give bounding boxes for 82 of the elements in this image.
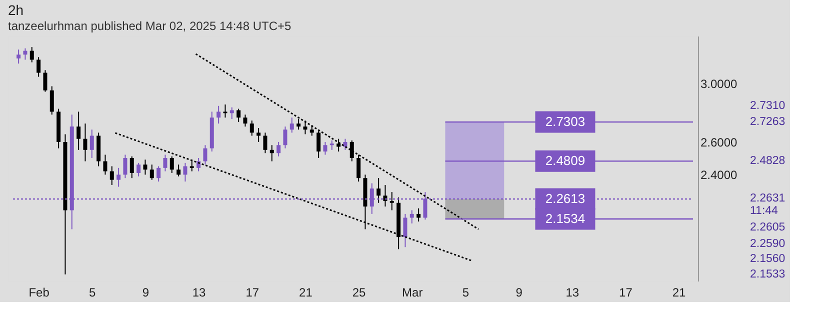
text: 2.1533 (750, 268, 786, 281)
x-tick-label: 17 (246, 286, 260, 300)
chart-title: 2h (8, 2, 24, 18)
text: 2.7263 (750, 116, 786, 128)
candlestick (403, 213, 408, 248)
x-tick-label: 13 (192, 286, 206, 300)
candlestick (250, 120, 254, 136)
candlestick (130, 156, 134, 179)
candlestick (376, 178, 381, 204)
candlestick (316, 130, 321, 158)
text: 2.7310 (750, 100, 786, 112)
ref-line-label: 2.4809 (545, 153, 586, 168)
y-tick-label: 2.4000 (700, 168, 738, 182)
candlestick (416, 208, 421, 222)
candlestick (116, 167, 121, 188)
text: 2.2590 (750, 238, 786, 250)
ref-line-label: 2.2613 (545, 190, 586, 206)
candlestick (136, 162, 141, 177)
x-tick-label: 9 (516, 286, 523, 300)
candlestick (110, 166, 114, 186)
candlestick (296, 118, 301, 130)
candlestick (23, 48, 28, 60)
candlestick (163, 154, 168, 172)
x-tick-label: 5 (89, 286, 96, 300)
y-tick-label: 2.6000 (700, 135, 738, 150)
x-tick-label: 13 (566, 286, 580, 300)
candlestick (216, 105, 221, 124)
candlestick (183, 162, 188, 182)
candlestick (356, 154, 361, 182)
candlestick (90, 129, 94, 158)
candlestick (236, 108, 241, 123)
candlestick (156, 166, 161, 182)
candlestick (303, 120, 308, 135)
x-tick-label: Mar (402, 286, 423, 300)
x-tick-label: 17 (619, 286, 633, 300)
y-tick-label: 3.0000 (700, 77, 738, 92)
candlestick (123, 154, 128, 179)
candlestick (290, 117, 294, 134)
candlestick (243, 114, 248, 128)
text: 2.2605 (750, 221, 786, 234)
ref-line-label: 2.1534 (545, 210, 586, 226)
candlestick (150, 164, 154, 180)
candlestick (223, 104, 228, 118)
candlestick (43, 70, 48, 92)
candlestick (230, 106, 234, 120)
candlestick (83, 123, 88, 162)
text: 2.4828 (750, 155, 786, 168)
candlestick (190, 159, 194, 172)
x-tick-label: 5 (462, 286, 470, 300)
candlestick (283, 126, 288, 149)
candlestick (323, 141, 328, 156)
chart-subtitle: tanzeelurhman published Mar 02, 2025 14:48 UTC+5 (8, 19, 292, 33)
candlestick (50, 86, 54, 116)
candlestick (143, 159, 148, 176)
candlestick (263, 132, 268, 154)
candlestick (310, 124, 314, 136)
text: 11:44 (750, 205, 779, 218)
ref-line-label: 2.7303 (545, 114, 586, 129)
x-tick-label: 25 (352, 286, 366, 300)
x-tick-label: 21 (672, 286, 686, 300)
x-tick-label: 21 (299, 286, 313, 300)
x-tick-label: Feb (28, 286, 50, 300)
candlestick (330, 140, 334, 150)
candlestick (383, 184, 388, 208)
candlestick (410, 210, 414, 224)
candlestick (36, 56, 41, 78)
x-tick-label: 9 (142, 286, 150, 300)
candlestick (170, 156, 174, 174)
candlestick (256, 128, 261, 142)
candlestick (203, 144, 208, 166)
candlestick (390, 192, 394, 211)
candlestick (270, 144, 274, 162)
text: 2.1560 (750, 253, 786, 266)
candlestick (30, 46, 34, 63)
candlestick (276, 141, 281, 157)
text: 2.2631 (750, 192, 786, 204)
candlestick (350, 140, 354, 162)
candlestick (336, 138, 341, 152)
candlestick (176, 164, 181, 177)
candlestick (16, 49, 21, 64)
candlestick (76, 111, 81, 150)
candlestick (103, 154, 108, 176)
